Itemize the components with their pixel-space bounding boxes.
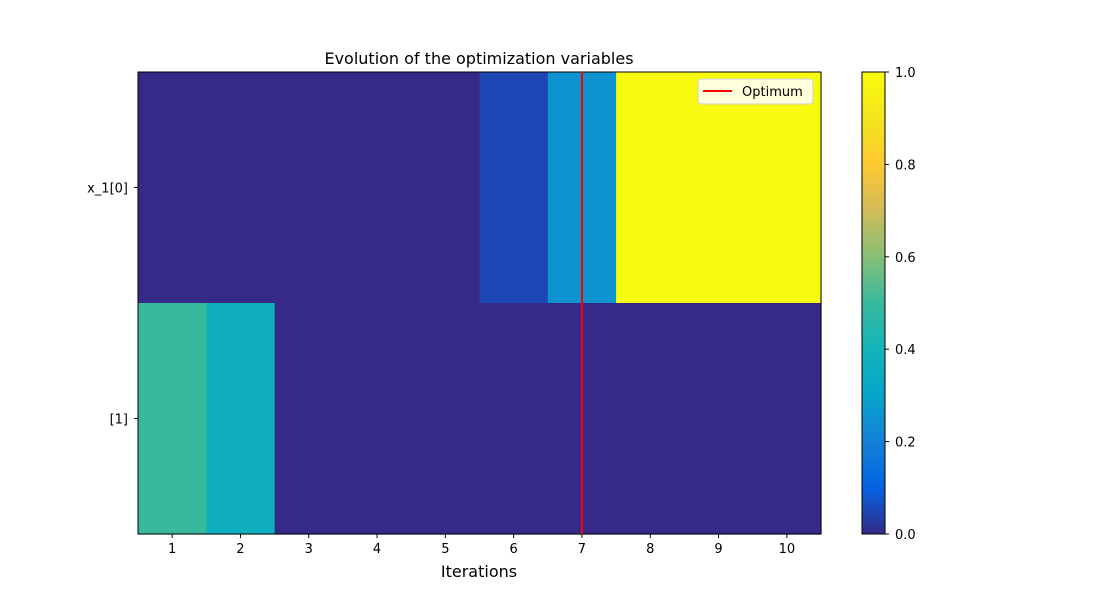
heatmap-cell (479, 303, 549, 535)
x-tick-label: 4 (373, 542, 381, 557)
x-tick-label: 2 (236, 542, 244, 557)
x-tick-label: 10 (779, 542, 796, 557)
heatmap-cell (138, 303, 207, 535)
heatmap-cell (342, 303, 412, 535)
legend-label-optimum: Optimum (742, 85, 803, 100)
plot-frame (137, 71, 822, 535)
heatmap-cells (138, 72, 822, 535)
colorbar-tick-label: 0.2 (895, 436, 916, 451)
heatmap-cell (411, 303, 481, 535)
colorbar-tick-label: 0.4 (895, 343, 916, 358)
x-tick-label: 3 (305, 542, 313, 557)
colorbar-tick-label: 0.8 (895, 158, 916, 173)
legend: Optimum (697, 78, 814, 105)
x-ticks: 1 2 3 4 5 6 7 8 9 10 (168, 534, 795, 557)
heatmap-cell (138, 72, 207, 304)
x-tick-label: 5 (441, 542, 449, 557)
y-tick-label: [1] (110, 413, 128, 428)
x-tick-label: 8 (646, 542, 654, 557)
x-axis-label: Iterations (441, 562, 517, 581)
legend-box (697, 78, 814, 105)
chart-title: Evolution of the optimization variables (324, 49, 633, 68)
heatmap-cell (616, 303, 685, 535)
y-tick-label: x_1[0] (87, 182, 128, 197)
x-tick-label: 1 (168, 542, 176, 557)
heatmap-cell (206, 72, 276, 304)
heatmap-cell (752, 303, 822, 535)
heatmap-cell (616, 72, 685, 304)
heatmap-cell (274, 72, 344, 304)
x-tick-label: 9 (714, 542, 722, 557)
x-tick-label: 7 (578, 542, 586, 557)
colorbar (861, 71, 886, 535)
heatmap-cell (206, 303, 276, 535)
heatmap-cell (479, 72, 549, 304)
x-tick-label: 6 (510, 542, 518, 557)
colorbar-tick-label: 0.0 (895, 528, 916, 543)
heatmap-cell (752, 72, 822, 304)
heatmap-cell (274, 303, 344, 535)
colorbar-tick-label: 1.0 (895, 66, 916, 81)
heatmap-cell (411, 72, 481, 304)
heatmap-cell (342, 72, 412, 304)
colorbar-ticks: 0.0 0.2 0.4 0.6 0.8 1.0 (885, 66, 916, 543)
y-ticks: x_1[0] [1] (87, 182, 138, 428)
heatmap-cell (684, 72, 754, 304)
colorbar-tick-label: 0.6 (895, 251, 916, 266)
heatmap-cell (684, 303, 754, 535)
